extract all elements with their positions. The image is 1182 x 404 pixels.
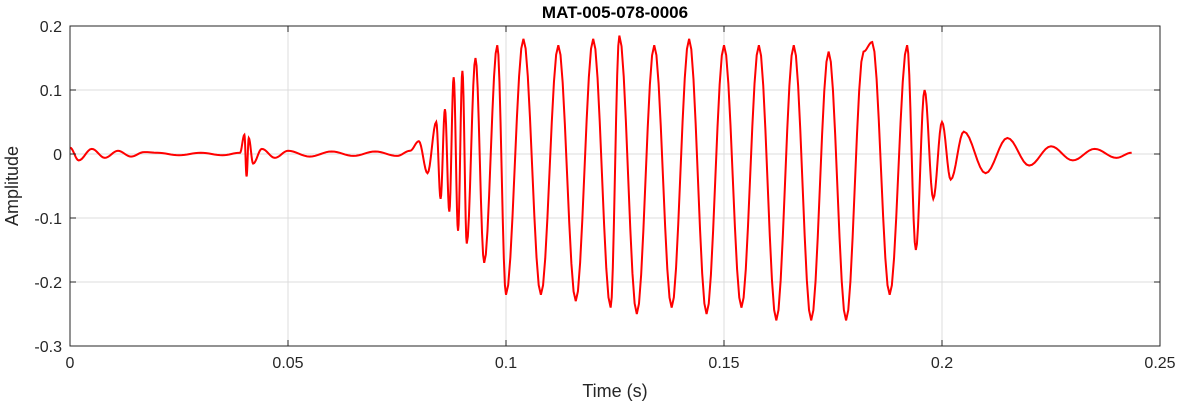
y-axis-label: Amplitude — [2, 146, 22, 226]
plot-frame — [69, 25, 1161, 347]
y-tick-label: -0.3 — [34, 339, 62, 356]
x-tick-label: 0.15 — [708, 355, 739, 372]
x-axis-label: Time (s) — [582, 381, 647, 401]
x-tick-label: 0.25 — [1144, 355, 1175, 372]
series-line — [69, 35, 1132, 321]
x-tick-label: 0.2 — [931, 355, 953, 372]
y-tick-label: 0 — [53, 147, 62, 164]
axis-ticks: 0 0.05 0.1 0.15 0.2 0.25 -0.3 -0.2 -0.1 0 0.1 0.2 — [34, 19, 1175, 372]
y-tick-label: -0.2 — [34, 275, 62, 292]
x-tick-label: 0.1 — [495, 355, 517, 372]
x-tick-label: 0 — [66, 355, 75, 372]
y-tick-label: -0.1 — [34, 211, 62, 228]
x-tick-label: 0.05 — [272, 355, 303, 372]
chart-title: MAT-005-078-0006 — [542, 3, 688, 22]
y-tick-label: 0.2 — [40, 19, 62, 36]
y-tick-label: 0.1 — [40, 83, 62, 100]
